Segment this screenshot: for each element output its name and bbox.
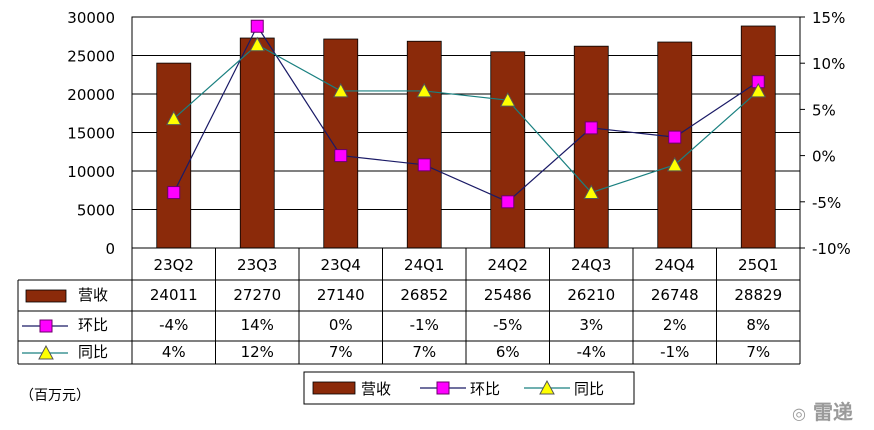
y-right-tick-label: 0% xyxy=(812,148,836,166)
table-cell: 27270 xyxy=(233,286,281,304)
table-cell: 7% xyxy=(746,343,770,361)
table-cell: -5% xyxy=(493,316,522,334)
y-left-tick-label: 10000 xyxy=(67,163,115,181)
y-left-tick-label: 20000 xyxy=(67,86,115,104)
bar-24Q1 xyxy=(406,40,442,249)
table-cell: 24011 xyxy=(150,286,198,304)
huanbi-point-23Q3 xyxy=(250,19,264,33)
table-cell: -4% xyxy=(159,316,188,334)
table-key-revenue xyxy=(25,289,67,303)
table-cell: 28829 xyxy=(734,286,782,304)
table-row-header: 同比 xyxy=(78,343,108,361)
y-left-tick-label: 0 xyxy=(105,240,115,258)
category-label-23Q2: 23Q2 xyxy=(154,256,194,274)
table-cell: 4% xyxy=(162,343,186,361)
legend-key-tongbi-marker xyxy=(539,379,555,395)
table-cell: 8% xyxy=(746,316,770,334)
legend-box xyxy=(303,371,635,405)
category-label-24Q4: 24Q4 xyxy=(655,256,695,274)
huanbi-point-24Q1 xyxy=(417,158,431,172)
y-right-tick-label: -5% xyxy=(812,194,841,212)
table-cell: 2% xyxy=(663,316,687,334)
gridlines xyxy=(132,55,800,210)
table-cell: 27140 xyxy=(317,286,365,304)
series-markers xyxy=(165,19,767,209)
y-left-tick-label: 15000 xyxy=(67,125,115,143)
table-cell: 7% xyxy=(412,343,436,361)
table-cell: 26210 xyxy=(567,286,615,304)
weibo-icon: ◎ xyxy=(792,404,806,423)
bars xyxy=(156,25,776,249)
y-left-tick-label: 30000 xyxy=(67,9,115,27)
bar-24Q3 xyxy=(573,45,609,249)
table-key-tongbi-marker xyxy=(38,344,54,360)
table-cell: -4% xyxy=(577,343,606,361)
table-cell: 26748 xyxy=(651,286,699,304)
table-cell: 7% xyxy=(329,343,353,361)
table-cell: 0% xyxy=(329,316,353,334)
table-row-header: 营收 xyxy=(78,286,108,304)
legend-key-revenue xyxy=(312,381,356,395)
tongbi-point-23Q2 xyxy=(165,110,182,126)
y-right-tick-label: 5% xyxy=(812,101,836,119)
bar-23Q3 xyxy=(239,37,275,249)
tongbi-point-25Q1 xyxy=(750,82,767,98)
y-left-tick-label: 25000 xyxy=(67,48,115,66)
y-left-tick-label: 5000 xyxy=(77,202,115,220)
y-right-tick-label: 15% xyxy=(812,9,845,27)
huanbi-point-24Q3 xyxy=(584,121,598,135)
table-cell: 6% xyxy=(496,343,520,361)
category-label-25Q1: 25Q1 xyxy=(738,256,778,274)
legend-label-huanbi: 环比 xyxy=(470,380,500,398)
watermark-text: 雷递 xyxy=(812,400,853,424)
huanbi-point-24Q2 xyxy=(501,195,515,209)
category-label-23Q3: 23Q3 xyxy=(237,256,277,274)
y-right-tick-label: -10% xyxy=(812,240,851,258)
tongbi-point-24Q3 xyxy=(583,184,600,200)
bar-24Q2 xyxy=(490,51,526,249)
huanbi-point-24Q4 xyxy=(668,130,682,144)
bar-23Q4 xyxy=(323,38,359,249)
bar-25Q1 xyxy=(740,25,776,249)
data-table: 23Q2 23Q3 23Q4 24Q1 24Q2 24Q3 24Q4 25Q1 营收 24011 2… xyxy=(17,248,801,365)
table-cell: 14% xyxy=(241,316,274,334)
legend-label-revenue: 营收 xyxy=(361,380,391,398)
tongbi-point-23Q4 xyxy=(332,82,349,98)
legend: 营收 环比 同比 xyxy=(303,371,635,405)
series-lines xyxy=(173,25,759,203)
table-cell: 25486 xyxy=(484,286,532,304)
tongbi-line xyxy=(173,43,759,194)
category-label-24Q3: 24Q3 xyxy=(571,256,611,274)
table-cell: -1% xyxy=(660,343,689,361)
bar-23Q2 xyxy=(156,62,192,249)
table-cell: 3% xyxy=(579,316,603,334)
table-row-header: 环比 xyxy=(78,316,108,334)
tongbi-point-24Q1 xyxy=(416,82,433,98)
table-key-huanbi-marker xyxy=(39,319,53,333)
table-cell: 12% xyxy=(241,343,274,361)
legend-key-huanbi-marker xyxy=(436,381,450,395)
table-cell: -1% xyxy=(410,316,439,334)
category-label-24Q1: 24Q1 xyxy=(404,256,444,274)
legend-label-tongbi: 同比 xyxy=(574,380,604,398)
huanbi-point-23Q2 xyxy=(167,186,181,200)
huanbi-line xyxy=(173,25,759,203)
y-right-tick-label: 10% xyxy=(812,55,845,73)
category-label-23Q4: 23Q4 xyxy=(321,256,361,274)
tongbi-point-23Q3 xyxy=(249,36,266,52)
category-label-24Q2: 24Q2 xyxy=(488,256,528,274)
huanbi-point-23Q4 xyxy=(334,149,348,163)
watermark: ◎ 雷递 xyxy=(792,396,853,425)
tongbi-point-24Q2 xyxy=(499,92,516,107)
tongbi-point-24Q4 xyxy=(666,156,683,172)
unit-label: （百万元） xyxy=(20,388,90,404)
bar-24Q4 xyxy=(657,41,693,249)
axes: 30000 25000 20000 15000 10000 5000 0 15% 10% 5% 0%… xyxy=(67,9,850,258)
table-cell: 26852 xyxy=(400,286,448,304)
